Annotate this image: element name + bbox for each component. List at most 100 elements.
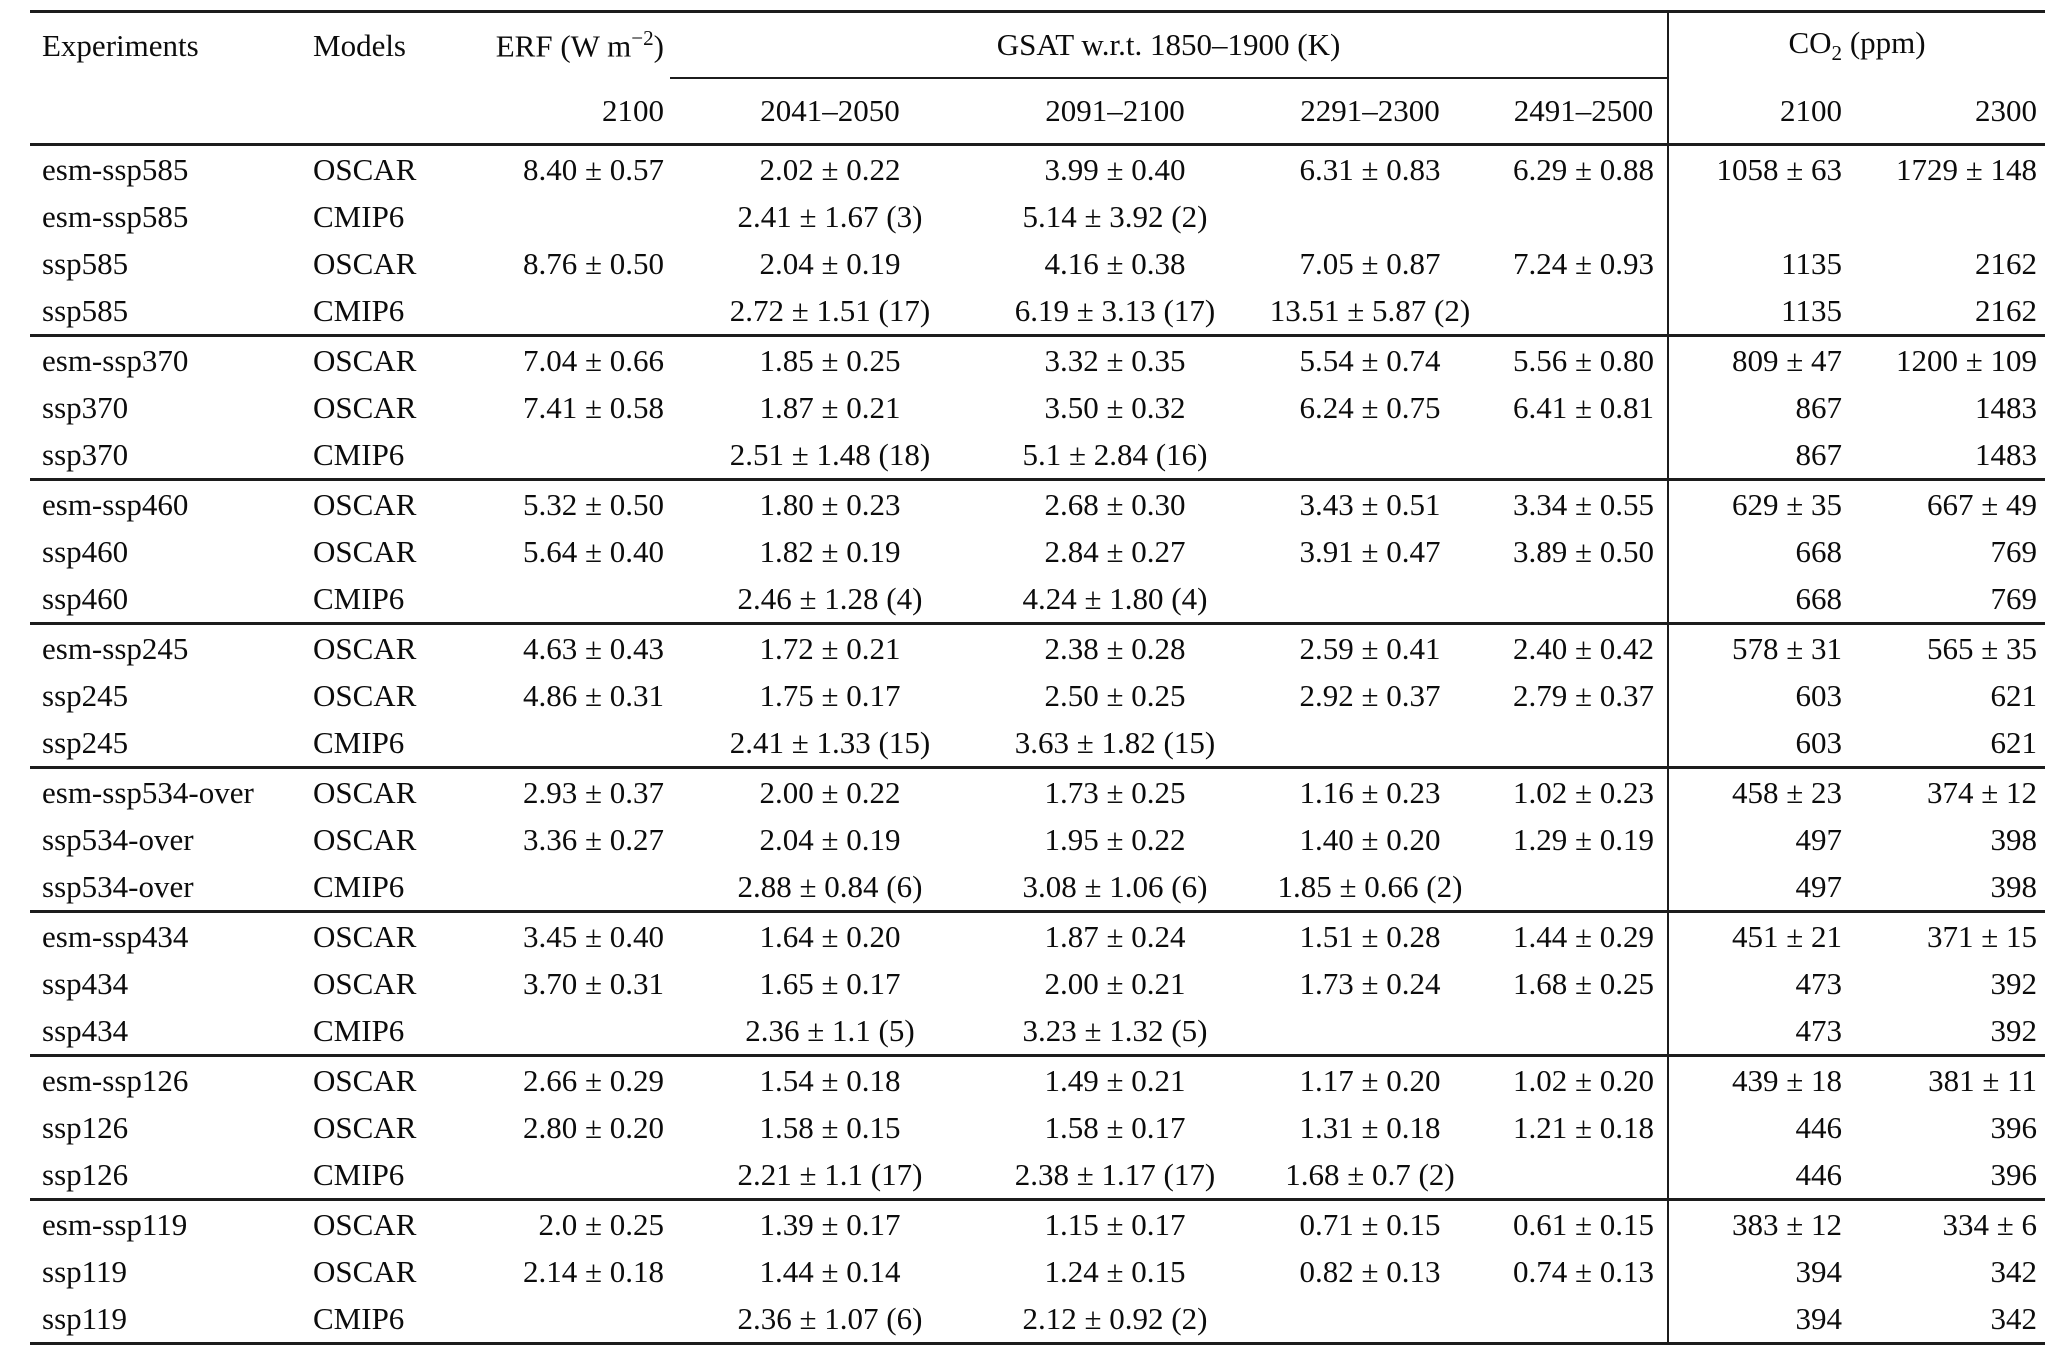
gsat-cell: 0.82 ± 0.13	[1299, 1253, 1441, 1289]
gsat-cell: 2.51 ± 1.48 (18)	[729, 436, 931, 472]
table-row: ssp585 CMIP6 2.72 ± 1.51 (17) 6.19 ± 3.13 (…	[30, 287, 2045, 336]
experiment-cell: ssp585	[42, 292, 129, 328]
model-cell: CMIP6	[313, 292, 405, 328]
gsat-cell: 1.54 ± 0.18	[670, 1054, 990, 1104]
col-header-erf: ERF (W m−2)	[470, 10, 670, 78]
experiment-cell: ssp119	[30, 1295, 302, 1345]
model-cell: OSCAR	[302, 766, 470, 816]
erf-cell: 2.93 ± 0.37	[470, 766, 670, 816]
gsat-cell: 0.71 ± 0.15	[1240, 1198, 1500, 1248]
gsat-cell	[1500, 719, 1668, 768]
gsat-cell: 1.72 ± 0.21	[670, 622, 990, 672]
gsat-cell: 3.50 ± 0.32	[1044, 389, 1186, 425]
gsat-cell: 5.56 ± 0.80	[1500, 334, 1669, 384]
table-row: ssp460 OSCAR 5.64 ± 0.40 1.82 ± 0.19 2.84 ± …	[30, 528, 2045, 575]
erf-cell: 3.36 ± 0.27	[522, 821, 664, 857]
gsat-cell: 2.21 ± 1.1 (17)	[737, 1156, 923, 1192]
gsat-cell: 0.61 ± 0.15	[1500, 1198, 1669, 1248]
erf-cell: 4.63 ± 0.43	[470, 622, 670, 672]
gsat-cell: 2.41 ± 1.67 (3)	[737, 198, 923, 234]
gsat-cell: 2.41 ± 1.33 (15)	[729, 724, 931, 760]
gsat-cell: 3.89 ± 0.50	[1513, 533, 1655, 569]
gsat-cell: 1.73 ± 0.25	[990, 766, 1240, 816]
co2-cell: 458 ± 23	[1667, 766, 1851, 816]
experiment-cell: esm-ssp370	[30, 334, 302, 384]
erf-cell	[470, 287, 670, 336]
model-cell: OSCAR	[313, 151, 417, 187]
co2-cell: 446	[1667, 1104, 1851, 1151]
table-row: ssp585 OSCAR 8.76 ± 0.50 2.04 ± 0.19 4.16 ± …	[30, 240, 2045, 287]
gsat-cell: 6.24 ± 0.75	[1299, 389, 1441, 425]
gsat-cell: 7.05 ± 0.87	[1299, 245, 1441, 281]
erf-cell	[470, 575, 670, 624]
erf-cell: 2.66 ± 0.29	[470, 1054, 670, 1104]
gsat-cell: 7.24 ± 0.93	[1513, 245, 1655, 281]
erf-cell	[470, 1295, 670, 1345]
co2-cell: 383 ± 12	[1667, 1198, 1851, 1248]
co2-cell: 392	[1990, 965, 2038, 1001]
table-row: esm-ssp370 OSCAR 7.04 ± 0.66 1.85 ± 0.25 3.3…	[30, 334, 2046, 384]
gsat-cell: 1.68 ± 0.7 (2)	[1285, 1156, 1455, 1192]
gsat-cell: 1.39 ± 0.17	[670, 1198, 990, 1248]
col-header-gsat-2291-2300: 2291–2300	[1240, 78, 1500, 146]
model-cell: CMIP6	[313, 724, 405, 760]
gsat-cell: 1.65 ± 0.17	[759, 965, 901, 1001]
erf-cell: 5.32 ± 0.50	[470, 478, 670, 528]
gsat-cell: 1.17 ± 0.20	[1240, 1054, 1500, 1104]
erf-cell: 3.45 ± 0.40	[470, 910, 670, 960]
co2-cell: 1729 ± 148	[1896, 151, 2038, 187]
gsat-cell	[1500, 193, 1668, 240]
co2-cell: 334 ± 6	[1850, 1198, 2046, 1248]
gsat-cell: 2.92 ± 0.37	[1299, 677, 1441, 713]
gsat-cell: 2.02 ± 0.22	[759, 151, 901, 187]
model-cell: OSCAR	[313, 389, 417, 425]
experiment-cell: ssp460	[42, 533, 129, 569]
co2-cell: 439 ± 18	[1667, 1054, 1851, 1104]
erf-cell: 7.04 ± 0.66	[470, 334, 670, 384]
gsat-cell: 1.02 ± 0.20	[1500, 1054, 1669, 1104]
table-row: ssp245 OSCAR 4.86 ± 0.31 1.75 ± 0.17 2.50 ± …	[30, 672, 2045, 719]
gsat-cell: 5.1 ± 2.84 (16)	[1022, 436, 1208, 472]
co2-cell: 396	[1990, 1109, 2038, 1145]
erf-unit-close: )	[653, 28, 664, 64]
gsat-cell: 3.34 ± 0.55	[1500, 478, 1669, 528]
col-header-co2-2300: 2300	[1850, 78, 2046, 146]
experiment-cell: ssp585	[42, 245, 129, 281]
table-row: ssp434 CMIP6 2.36 ± 1.1 (5) 3.23 ± 1.32 (5)…	[30, 1007, 2045, 1056]
co2-cell: 374 ± 12	[1850, 766, 2046, 816]
gsat-cell: 6.41 ± 0.81	[1513, 389, 1655, 425]
gsat-cell	[1500, 287, 1668, 336]
gsat-cell: 3.08 ± 1.06 (6)	[1022, 868, 1208, 904]
gsat-cell: 2.84 ± 0.27	[1044, 533, 1186, 569]
gsat-cell: 3.43 ± 0.51	[1240, 478, 1500, 528]
gsat-cell: 1.16 ± 0.23	[1240, 766, 1500, 816]
gsat-cell	[1240, 575, 1500, 624]
table-row: esm-ssp534-over OSCAR 2.93 ± 0.37 2.00 ± 0.…	[30, 766, 2046, 816]
table-header: Experiments Models ERF (W m−2) GSAT w.r.…	[30, 10, 2046, 146]
co2-cell: 394	[1667, 1248, 1851, 1295]
co2-unit-text: (ppm)	[1842, 24, 1926, 60]
co2-cell: 621	[1990, 724, 2038, 760]
gsat-cell: 1.87 ± 0.21	[759, 389, 901, 425]
col-header-gsat-2041-2050: 2041–2050	[670, 78, 990, 146]
co2-cell: 398	[1990, 821, 2038, 857]
gsat-cell: 2.72 ± 1.51 (17)	[729, 292, 931, 328]
model-cell: OSCAR	[302, 1054, 470, 1104]
co2-cell	[1850, 193, 2045, 240]
table-row: esm-ssp434 OSCAR 3.45 ± 0.40 1.64 ± 0.20 1.8…	[30, 910, 2046, 960]
gsat-cell: 1.02 ± 0.23	[1500, 766, 1669, 816]
gsat-cell: 2.00 ± 0.21	[1044, 965, 1186, 1001]
erf-cell: 3.70 ± 0.31	[522, 965, 664, 1001]
gsat-cell: 3.91 ± 0.47	[1299, 533, 1441, 569]
gsat-cell: 4.16 ± 0.38	[1044, 245, 1186, 281]
co2-cell: 603	[1667, 672, 1851, 719]
gsat-cell: 1.40 ± 0.20	[1299, 821, 1441, 857]
experiment-cell: ssp119	[42, 1253, 127, 1289]
col-header-erf-2100: 2100	[470, 78, 670, 146]
erf-cell	[470, 1007, 670, 1056]
experiment-cell: esm-ssp460	[30, 478, 302, 528]
gsat-cell: 2.79 ± 0.37	[1513, 677, 1655, 713]
gsat-cell: 6.29 ± 0.88	[1513, 151, 1655, 187]
gsat-cell: 1.68 ± 0.25	[1513, 965, 1655, 1001]
